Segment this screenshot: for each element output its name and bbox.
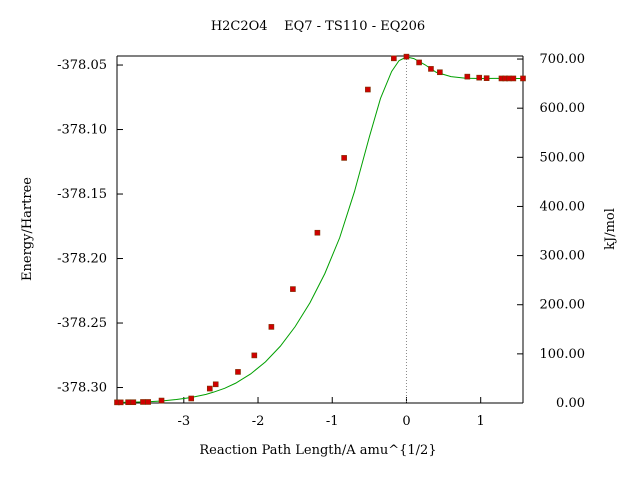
data-point bbox=[235, 369, 241, 375]
y2-tick-label: 700.00 bbox=[540, 52, 586, 67]
y2-tick-label: 100.00 bbox=[540, 347, 586, 362]
energy-curve bbox=[117, 56, 523, 403]
data-points bbox=[114, 53, 526, 406]
y2-tick-label: 500.00 bbox=[540, 150, 586, 165]
data-point bbox=[145, 399, 151, 405]
x-axis-label: Reaction Path Length/A amu^{1/2} bbox=[199, 443, 436, 458]
y2-tick-label: 300.00 bbox=[540, 249, 586, 264]
data-point bbox=[341, 155, 347, 161]
y2-tick-label: 0.00 bbox=[556, 396, 585, 411]
data-point bbox=[158, 397, 165, 404]
data-point bbox=[520, 75, 526, 82]
y2-tick-label: 200.00 bbox=[540, 298, 586, 313]
x-tick-label: 0 bbox=[402, 414, 410, 429]
data-point bbox=[483, 75, 490, 81]
plot-frame bbox=[116, 55, 524, 404]
data-point bbox=[140, 399, 146, 405]
y2-tick-label: 400.00 bbox=[540, 199, 586, 214]
data-point bbox=[428, 66, 434, 72]
data-point bbox=[314, 229, 321, 236]
y2-axis-label: kJ/mol bbox=[603, 208, 618, 250]
data-point bbox=[403, 53, 410, 60]
data-point bbox=[476, 74, 483, 81]
x-tick-label: -3 bbox=[177, 414, 190, 429]
data-point bbox=[268, 324, 275, 330]
y2-tick-label: 600.00 bbox=[540, 101, 586, 116]
y-tick-label: -378.30 bbox=[57, 381, 107, 396]
y-axis-label: Energy/Hartree bbox=[20, 177, 35, 281]
data-point bbox=[212, 381, 219, 388]
data-point bbox=[391, 55, 397, 62]
x-tick-label: -2 bbox=[252, 414, 265, 429]
data-point bbox=[117, 399, 124, 406]
data-point bbox=[464, 73, 471, 80]
data-point bbox=[437, 69, 443, 76]
data-point bbox=[416, 59, 422, 66]
axis-tick-labels: -3 -2 -1 0 1 -378.05 -378.10 -378.15 -378.20 -378… bbox=[57, 52, 585, 429]
y-tick-label: -378.10 bbox=[57, 123, 107, 138]
x-tick-label: 1 bbox=[477, 414, 485, 429]
data-point bbox=[125, 399, 131, 406]
axis-ticks bbox=[117, 58, 523, 404]
data-point bbox=[251, 352, 258, 359]
y-tick-label: -378.25 bbox=[57, 316, 107, 331]
chart-title: H2C2O4 EQ7 - TS110 - EQ206 bbox=[211, 19, 425, 34]
y-tick-label: -378.20 bbox=[57, 252, 107, 267]
data-point bbox=[188, 395, 195, 402]
y-tick-label: -378.05 bbox=[57, 58, 107, 73]
x-tick-label: -1 bbox=[326, 414, 339, 429]
data-point bbox=[365, 86, 371, 93]
y-tick-label: -378.15 bbox=[57, 187, 107, 202]
data-point bbox=[510, 75, 517, 82]
data-point bbox=[130, 399, 137, 406]
data-point bbox=[206, 385, 213, 392]
data-point bbox=[290, 286, 296, 292]
